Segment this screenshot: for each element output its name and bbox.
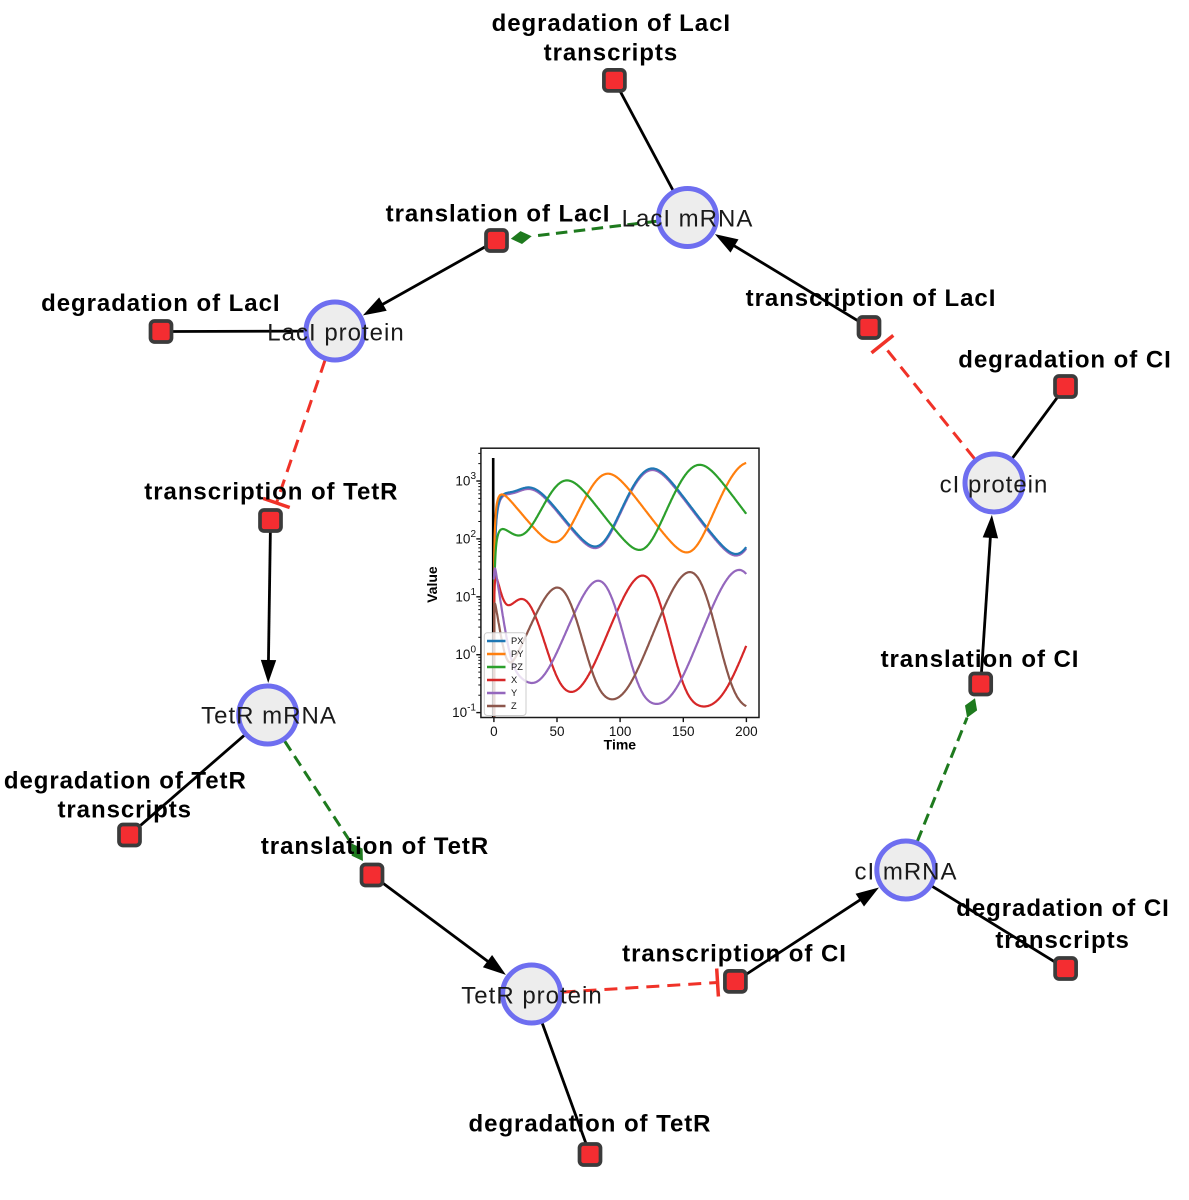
svg-text:cI mRNA: cI mRNA	[855, 859, 958, 886]
svg-text:cI protein: cI protein	[940, 472, 1049, 499]
svg-text:degradation of CI: degradation of CI	[956, 895, 1169, 922]
svg-text:TetR mRNA: TetR mRNA	[201, 703, 337, 730]
svg-text:PY: PY	[511, 649, 523, 659]
svg-text:translation of LacI: translation of LacI	[386, 201, 611, 228]
svg-text:LacI protein: LacI protein	[267, 320, 404, 347]
svg-text:150: 150	[672, 724, 695, 739]
svg-text:transcripts: transcripts	[544, 40, 679, 67]
svg-text:degradation of TetR: degradation of TetR	[469, 1110, 712, 1137]
svg-text:degradation of LacI: degradation of LacI	[41, 290, 280, 317]
svg-text:degradation of LacI: degradation of LacI	[492, 10, 731, 37]
svg-text:TetR protein: TetR protein	[461, 983, 602, 1010]
svg-text:PZ: PZ	[511, 662, 523, 672]
svg-text:transcription of LacI: transcription of LacI	[746, 285, 997, 312]
svg-text:Z: Z	[511, 701, 517, 711]
svg-text:0: 0	[490, 724, 498, 739]
svg-text:degradation of TetR: degradation of TetR	[4, 767, 247, 794]
svg-text:Time: Time	[604, 737, 637, 753]
svg-text:transcription of TetR: transcription of TetR	[144, 478, 398, 505]
svg-text:Value: Value	[424, 566, 440, 603]
svg-text:transcripts: transcripts	[57, 797, 192, 824]
svg-text:degradation of CI: degradation of CI	[958, 347, 1171, 374]
svg-text:transcripts: transcripts	[995, 927, 1130, 954]
svg-text:X: X	[511, 675, 517, 685]
svg-text:PX: PX	[511, 636, 523, 646]
svg-text:Y: Y	[511, 688, 517, 698]
svg-text:200: 200	[735, 724, 758, 739]
svg-text:50: 50	[549, 724, 564, 739]
svg-text:translation of CI: translation of CI	[881, 646, 1080, 673]
svg-text:LacI mRNA: LacI mRNA	[622, 206, 754, 233]
svg-text:translation of TetR: translation of TetR	[261, 833, 489, 860]
svg-text:transcription of CI: transcription of CI	[622, 941, 847, 968]
svg-text:100: 100	[609, 724, 632, 739]
